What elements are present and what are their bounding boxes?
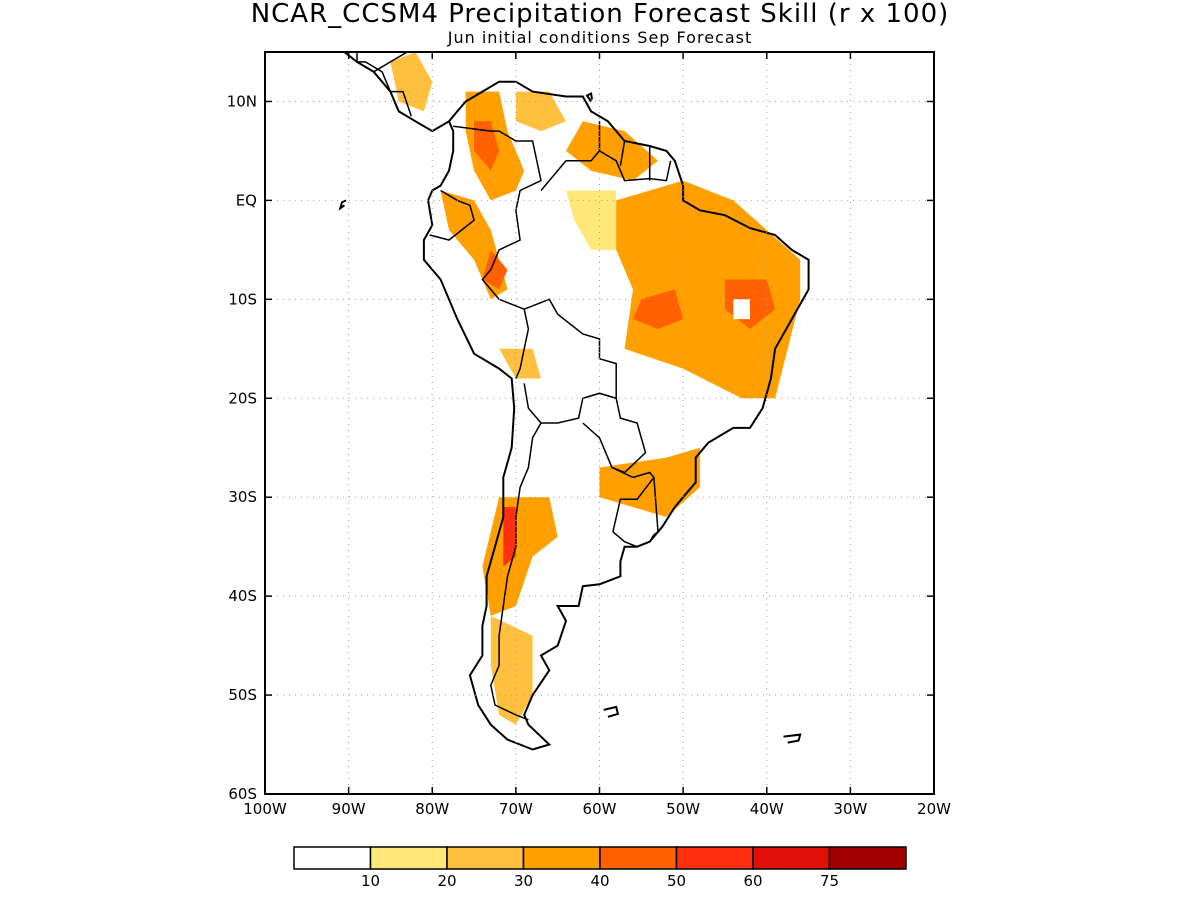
lat-tick-label: 50S	[228, 686, 257, 704]
skill-region	[482, 249, 508, 290]
country-border	[653, 477, 659, 536]
colorbar-label: 50	[667, 872, 686, 890]
skill-region	[566, 190, 617, 250]
graticule-layer	[265, 52, 934, 794]
skill-region	[616, 180, 801, 399]
colorbar-swatch	[828, 846, 907, 870]
colorbar-label: 20	[437, 872, 456, 890]
colorbar-swatch	[293, 846, 372, 870]
colorbar-swatch	[446, 846, 525, 870]
skill-region	[490, 615, 533, 725]
lon-tick-label: 70W	[499, 800, 533, 818]
country-border	[490, 422, 542, 721]
lon-tick-label: 60W	[583, 800, 617, 818]
coastline-layer	[338, 52, 810, 751]
colorbar-swatch	[675, 846, 754, 870]
colorbar-swatch	[752, 846, 831, 870]
lat-tick-label: EQ	[236, 191, 257, 209]
colorbar-label: 40	[590, 872, 609, 890]
lon-tick-label: 30W	[833, 800, 867, 818]
coastline	[783, 733, 802, 744]
coastline	[338, 199, 347, 211]
country-border	[619, 140, 626, 166]
lat-tick-label: 30S	[228, 488, 257, 506]
lon-tick-label: 90W	[332, 800, 366, 818]
map-title: NCAR_CCSM4 Precipitation Forecast Skill …	[250, 0, 950, 29]
country-border	[453, 125, 542, 379]
lat-tick-label: 10S	[228, 290, 257, 308]
colorbar: 10 20 30 40 50 60 75	[293, 846, 907, 890]
colorbar-label: 75	[820, 872, 839, 890]
skill-region	[633, 289, 684, 329]
skill-region	[566, 121, 658, 181]
country-border	[582, 392, 647, 474]
lat-tick-label: 20S	[228, 389, 257, 407]
country-border	[612, 531, 655, 548]
country-border	[540, 121, 601, 191]
colorbar-label: 10	[361, 872, 380, 890]
colorbar-swatch	[522, 846, 601, 870]
skill-region	[503, 507, 516, 567]
colorbar-label: 60	[743, 872, 762, 890]
lat-tick-label: 40S	[228, 587, 257, 605]
country-border	[373, 52, 408, 73]
colorbar-swatch	[599, 846, 678, 870]
coastline	[603, 705, 620, 718]
lon-tick-label: 50W	[666, 800, 700, 818]
country-border	[356, 52, 413, 117]
skill-region	[474, 121, 500, 171]
axis-ticks: 100W 90W 80W 70W 60W 50W 40W 30W 20W 10N EQ 10S 20S 3…	[227, 52, 951, 818]
country-border	[599, 150, 672, 182]
lon-tick-label: 100W	[243, 800, 287, 818]
map-subtitle: Jun initial conditions Sep Forecast	[447, 28, 753, 47]
skill-region	[390, 52, 433, 112]
colorbar-label: 30	[514, 872, 533, 890]
lat-tick-label: 60S	[228, 785, 257, 803]
lon-tick-label: 80W	[415, 800, 449, 818]
lon-tick-label: 20W	[917, 800, 951, 818]
lon-tick-label: 40W	[750, 800, 784, 818]
coastline	[585, 92, 593, 103]
country-border	[429, 189, 475, 241]
skill-region	[499, 348, 541, 379]
skill-blank-cell	[733, 299, 750, 320]
lat-tick-label: 10N	[227, 92, 257, 110]
colorbar-swatch	[369, 846, 448, 870]
